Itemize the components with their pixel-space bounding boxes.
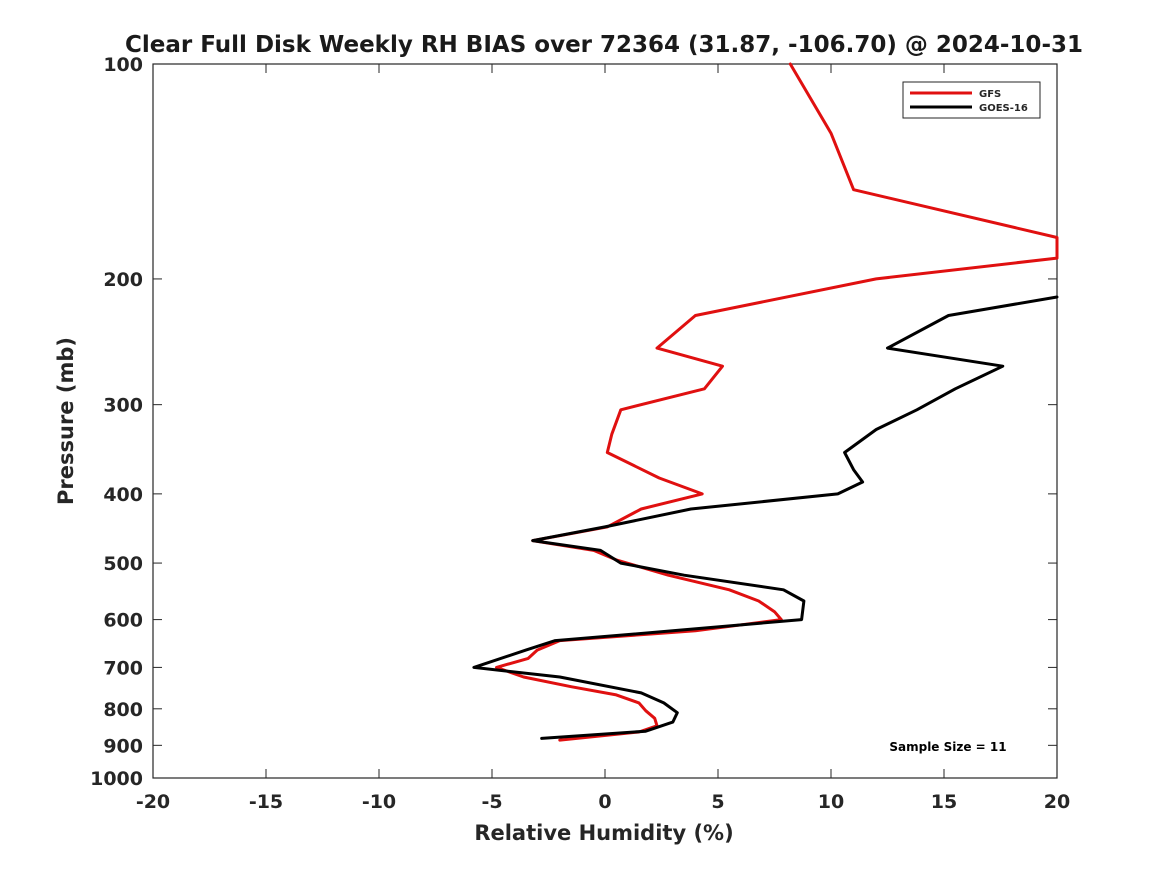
- y-tick-label: 400: [103, 484, 143, 506]
- y-tick-label: 500: [103, 553, 143, 575]
- x-tick-label: 0: [598, 791, 611, 813]
- x-tick-label: 10: [818, 791, 844, 813]
- x-axis-label: Relative Humidity (%): [474, 821, 733, 845]
- x-tick-label: 15: [931, 791, 957, 813]
- legend-box: [902, 81, 1041, 119]
- x-axis: -20 -15 -10 -5 0 5 10 15 20: [136, 64, 1070, 813]
- y-tick-label: 700: [103, 657, 143, 679]
- y-tick-label: 1000: [90, 768, 143, 790]
- x-tick-label: 5: [711, 791, 724, 813]
- sample-size-annotation: Sample Size = 11: [889, 740, 1006, 754]
- series-line-goes-16: [472, 295, 1059, 740]
- x-tick-label: 20: [1044, 791, 1070, 813]
- x-tick-label: -10: [362, 791, 396, 813]
- plot-series: [472, 62, 1059, 742]
- x-tick-label: -15: [249, 791, 283, 813]
- plot-frame: [152, 63, 1058, 779]
- y-axis: 100 200 300 400 500 600 700 800 900 1000: [90, 54, 1057, 790]
- y-tick-label: 100: [103, 54, 143, 76]
- y-tick-label: 600: [103, 610, 143, 632]
- y-tick-label: 800: [103, 699, 143, 721]
- chart-title: Clear Full Disk Weekly RH BIAS over 7236…: [125, 32, 1083, 58]
- y-axis-label: Pressure (mb): [54, 337, 78, 505]
- y-tick-label: 200: [103, 269, 143, 291]
- x-tick-label: -5: [481, 791, 502, 813]
- legend-label: GFS: [979, 89, 1001, 100]
- y-tick-label: 900: [103, 735, 143, 757]
- y-tick-label: 300: [103, 395, 143, 417]
- legend: GFS GOES-16: [902, 81, 1041, 119]
- x-tick-label: -20: [136, 791, 170, 813]
- legend-label: GOES-16: [979, 103, 1028, 114]
